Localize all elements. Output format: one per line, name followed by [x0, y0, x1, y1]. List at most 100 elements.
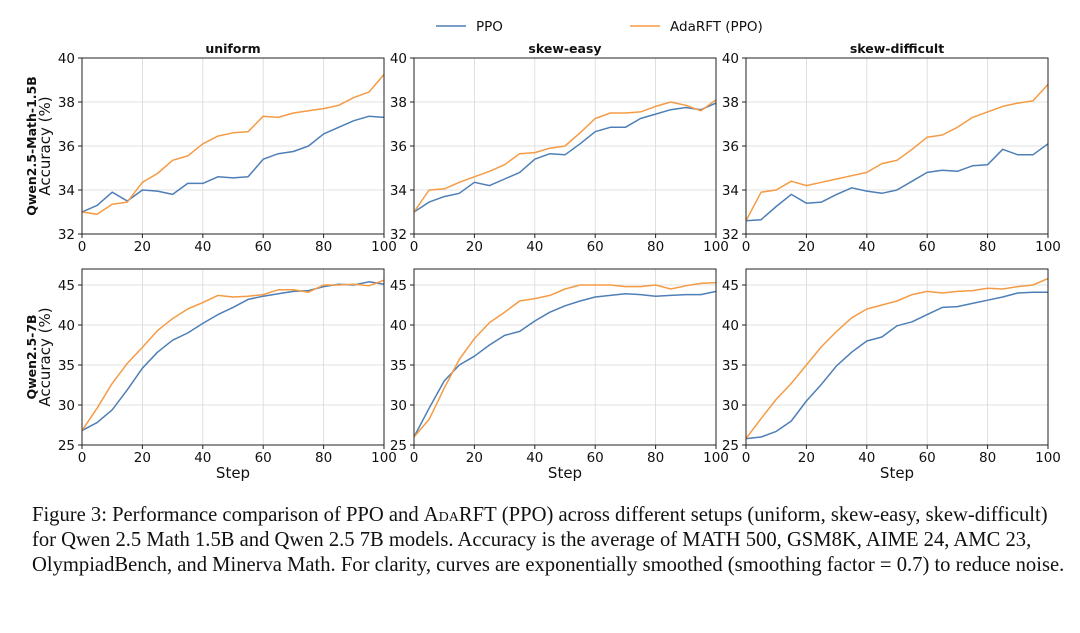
series-line-adarft — [745, 277, 1049, 440]
series-line-ppo — [745, 291, 1048, 440]
axes-frame — [413, 268, 717, 446]
x-tick-label: 40 — [858, 239, 875, 255]
x-tick-label: 40 — [858, 450, 875, 466]
y-tick-label: 40 — [722, 51, 739, 67]
x-tick-label: 60 — [919, 239, 936, 255]
series-line-ppo — [81, 281, 385, 432]
y-tick-label: 32 — [58, 227, 75, 243]
x-tick-label: 60 — [919, 450, 936, 466]
x-tick-label: 20 — [134, 239, 151, 255]
x-tick-label: 20 — [466, 239, 483, 255]
x-axis-label: Step — [880, 464, 914, 482]
series-line-ppo — [413, 102, 717, 213]
series-line-ppo — [745, 143, 1049, 222]
y-tick-label: 25 — [722, 438, 739, 454]
x-axis-label: Step — [548, 464, 582, 482]
x-tick-label: 0 — [78, 239, 87, 255]
x-tick-label: 40 — [194, 450, 211, 466]
x-tick-label: 20 — [798, 239, 815, 255]
x-tick-label: 0 — [742, 239, 751, 255]
y-tick-label: 38 — [722, 95, 739, 111]
y-tick-label: 34 — [722, 183, 739, 199]
figure-caption: Figure 3: Performance comparison of PPO … — [32, 503, 1072, 578]
axes-frame — [745, 268, 1049, 446]
row-model-label: Qwen2.5-Math-1.5B — [24, 76, 39, 216]
y-tick-label: 35 — [58, 358, 75, 374]
panel-2: 0 20 40 60 80 100 32 34 36 38 40 skew-easy — [390, 41, 729, 255]
y-tick-label: 35 — [722, 358, 739, 374]
legend-label-2: AdaRFT (PPO) — [670, 19, 763, 35]
caption-text-before: Performance comparison of PPO and — [106, 504, 424, 526]
y-tick-label: 25 — [390, 438, 407, 454]
panel-3: 0 20 40 60 80 100 32 34 36 38 40 skew-difficult — [722, 41, 1061, 255]
x-tick-label: 80 — [979, 450, 996, 466]
caption-method-name: AdaRFT — [423, 504, 497, 526]
x-tick-label: 60 — [255, 239, 272, 255]
axes-frame — [81, 268, 385, 446]
x-tick-label: 40 — [526, 450, 543, 466]
x-tick-label: 20 — [798, 450, 815, 466]
y-tick-label: 40 — [390, 51, 407, 67]
panel-5: 0 20 40 60 80 100 25 30 35 40 45 Step — [390, 268, 729, 482]
x-tick-label: 80 — [979, 239, 996, 255]
series-line-ppo — [81, 115, 385, 213]
x-tick-label: 60 — [587, 239, 604, 255]
y-tick-label: 34 — [390, 183, 407, 199]
x-tick-label: 20 — [466, 450, 483, 466]
series-line-adarft — [413, 281, 717, 438]
x-tick-label: 100 — [703, 450, 729, 466]
panel-title: uniform — [205, 41, 260, 56]
x-tick-label: 40 — [526, 239, 543, 255]
y-axis-label: Accuracy (%) — [36, 96, 54, 195]
x-tick-label: 0 — [742, 450, 751, 466]
y-tick-label: 34 — [58, 183, 75, 199]
panel-1: 0 20 40 60 80 100 32 34 36 38 40 uniform Accuracy (%… — [24, 41, 397, 255]
y-tick-label: 36 — [58, 139, 75, 155]
x-tick-label: 100 — [371, 239, 397, 255]
caption-text-after: (PPO) across different setups (uniform, … — [32, 504, 1065, 576]
y-tick-label: 45 — [722, 278, 739, 294]
y-tick-label: 45 — [390, 278, 407, 294]
y-axis-label: Accuracy (%) — [36, 307, 54, 406]
y-tick-label: 30 — [722, 398, 739, 414]
series-line-adarft — [413, 99, 717, 213]
x-tick-label: 100 — [1035, 239, 1061, 255]
panel-title: skew-easy — [528, 41, 601, 56]
x-tick-label: 80 — [647, 450, 664, 466]
x-tick-label: 80 — [315, 450, 332, 466]
series-line-adarft — [745, 83, 1049, 222]
panel-6: 0 20 40 60 80 100 25 30 35 40 45 Step — [722, 268, 1061, 482]
x-tick-label: 60 — [587, 450, 604, 466]
figure-svg: PPO AdaRFT (PPO) 0 20 40 60 80 1003234363840un… — [24, 19, 1061, 482]
x-tick-label: 100 — [703, 239, 729, 255]
y-tick-label: 36 — [390, 139, 407, 155]
y-tick-label: 25 — [58, 438, 75, 454]
x-tick-label: 100 — [1035, 450, 1061, 466]
panel-4: 0 20 40 60 80 100 25 30 35 40 45 Step Accuracy (%)Qw… — [24, 268, 397, 482]
x-tick-label: 0 — [78, 450, 87, 466]
caption-label: Figure 3: — [32, 504, 107, 526]
row-model-label: Qwen2.5-7B — [24, 314, 39, 399]
y-tick-label: 36 — [722, 139, 739, 155]
x-tick-label: 80 — [647, 239, 664, 255]
series-line-adarft — [81, 279, 385, 432]
y-tick-label: 32 — [390, 227, 407, 243]
y-tick-label: 40 — [58, 318, 75, 334]
x-tick-label: 0 — [410, 239, 419, 255]
x-tick-label: 100 — [371, 450, 397, 466]
y-tick-label: 40 — [58, 51, 75, 67]
y-tick-label: 38 — [58, 95, 75, 111]
series-line-adarft — [81, 74, 385, 215]
series-line-ppo — [413, 290, 717, 438]
x-tick-label: 0 — [410, 450, 419, 466]
y-tick-label: 35 — [390, 358, 407, 374]
panel-title: skew-difficult — [850, 41, 944, 56]
y-tick-label: 30 — [390, 398, 407, 414]
legend-label-1: PPO — [476, 19, 503, 35]
y-tick-label: 38 — [390, 95, 407, 111]
y-tick-label: 40 — [722, 318, 739, 334]
y-tick-label: 45 — [58, 278, 75, 294]
y-tick-label: 40 — [390, 318, 407, 334]
y-tick-label: 32 — [722, 227, 739, 243]
